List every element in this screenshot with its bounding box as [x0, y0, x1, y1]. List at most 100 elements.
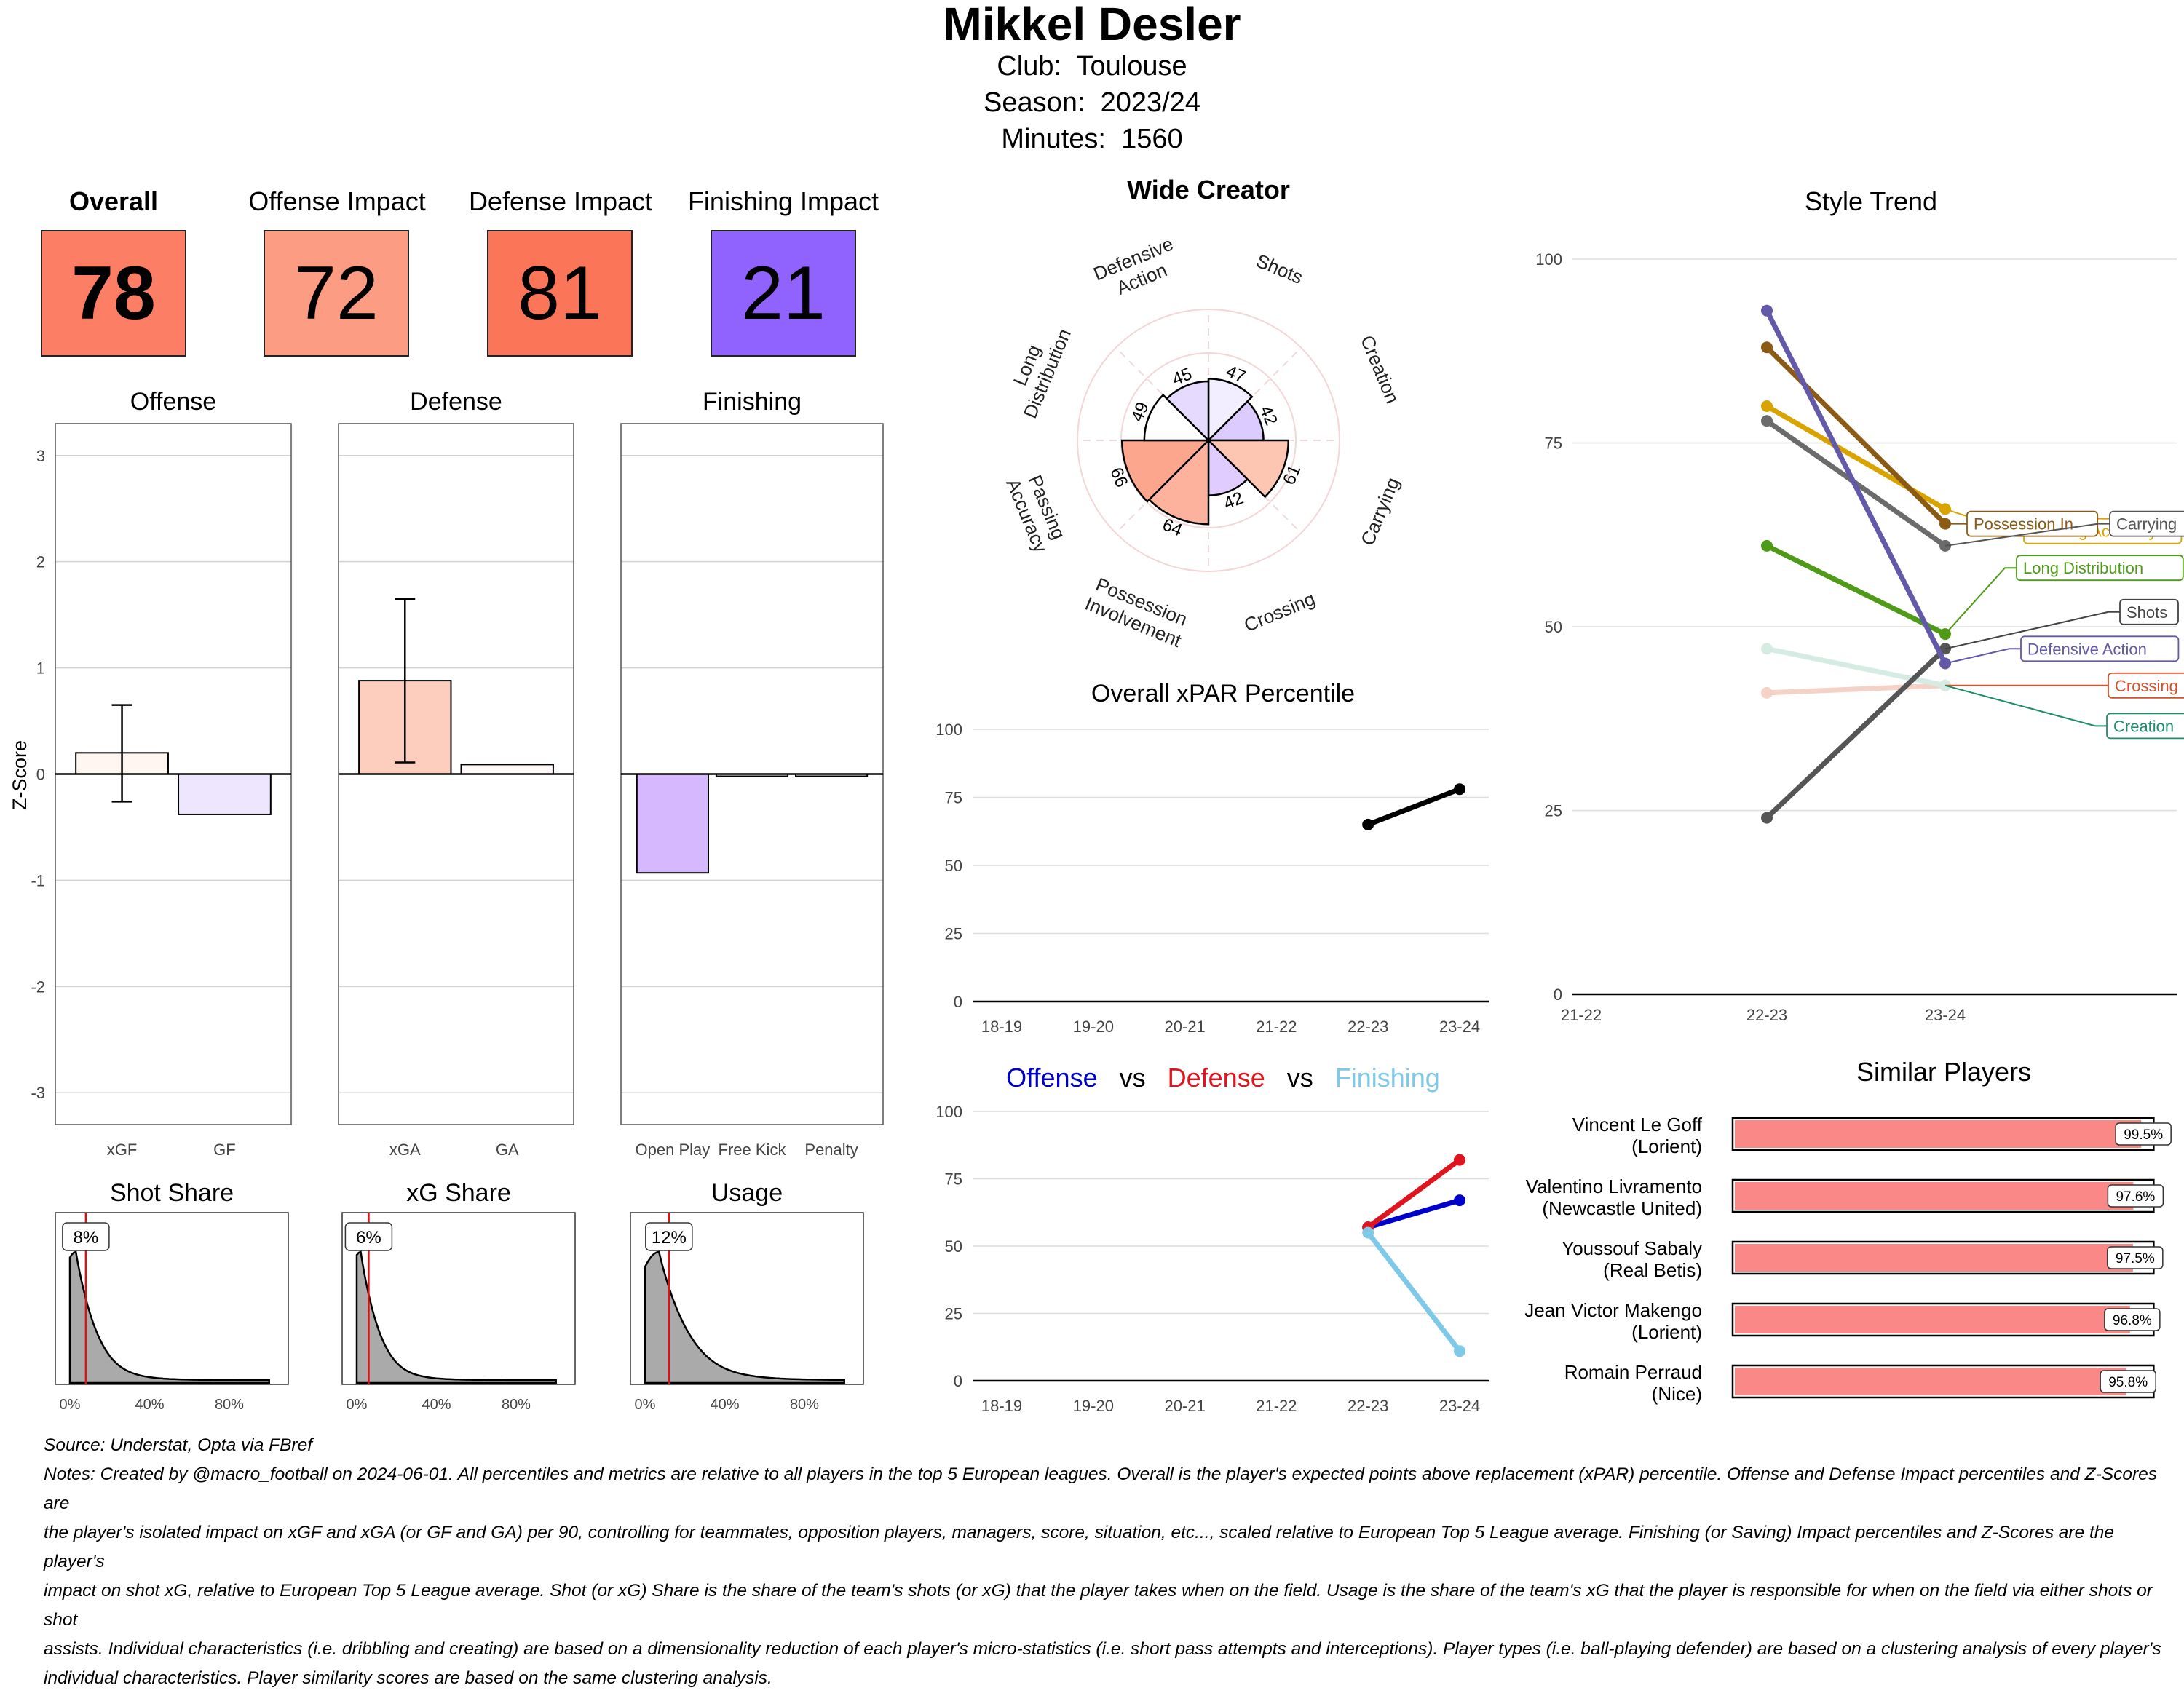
season-label: Season: [984, 87, 1085, 118]
marker-label-box [62, 1222, 110, 1251]
footer-note-line: assists. Individual characteristics (i.e… [44, 1639, 2161, 1659]
zscore-xtick-label: xGA [389, 1141, 421, 1159]
series-line [1765, 543, 1947, 637]
radar-wedge [1143, 393, 1211, 442]
radar-category-label: Crossing [1241, 587, 1318, 636]
zscore-ytick-group: -3 -2 -1 0 1 2 3 [31, 447, 45, 1102]
label-leader [1944, 611, 2120, 650]
similar-value-label: 96.8% [2113, 1313, 2152, 1328]
minutes-label: Minutes: [1001, 124, 1106, 154]
series-line [1366, 1157, 1462, 1229]
zscore-ytick-label: 3 [36, 447, 45, 465]
ytick-label: 50 [1545, 618, 1562, 636]
facet-offense: Offense xGF GF [55, 388, 292, 1159]
ytick-label: 75 [1545, 435, 1562, 453]
ytick-label: 100 [935, 1103, 962, 1121]
similar-value-box [2104, 1308, 2161, 1331]
series-label: Possession In [1974, 515, 2073, 534]
zscore-xtick-label: GA [496, 1141, 519, 1159]
zscore-xtick-label: Open Play [636, 1141, 711, 1159]
score-box-offense: 72 [264, 230, 409, 357]
share-title: Shot Share [110, 1179, 234, 1207]
series-label-box [2108, 672, 2184, 699]
similar-value-box [2115, 1122, 2172, 1146]
share-xtick-label: 40% [710, 1397, 739, 1413]
radar-category-label: Creation [1356, 332, 1404, 406]
similar-title: Similar Players [1856, 1057, 2032, 1087]
zscore-xtick-label: Penalty [804, 1141, 858, 1159]
ovdf-title-finishing: Finishing [1334, 1063, 1440, 1093]
series-label: Defensive Action [2027, 640, 2147, 658]
marker-label: 6% [356, 1228, 381, 1248]
series-point [1761, 341, 1773, 354]
ytick-label: 50 [945, 1237, 962, 1256]
similar-player-club: (Lorient) [1631, 1321, 1702, 1343]
similar-player-name: Romain Perraud [1564, 1361, 1702, 1383]
xtick-label: 21-22 [1561, 1006, 1602, 1024]
xtick-label: 18-19 [981, 1397, 1022, 1415]
similar-value-label: 99.5% [2124, 1127, 2163, 1143]
zscore-ytick-label: -2 [31, 978, 45, 996]
zscore-ytick-label: -1 [31, 871, 45, 889]
similar-bar [1735, 1120, 2142, 1148]
ovdf-title-vs-2: vs [1286, 1063, 1313, 1093]
similar-player-club: (Real Betis) [1603, 1259, 1702, 1281]
series-line [1366, 787, 1461, 828]
zscore-bar [178, 773, 272, 815]
label-leader [1944, 567, 2017, 635]
zscore-xtick-label: Free Kick [719, 1141, 787, 1159]
facet-title: Defense [410, 388, 502, 416]
marker-label: 12% [652, 1228, 687, 1248]
zscore-xtick-label: GF [213, 1141, 236, 1159]
ytick-label: 0 [954, 1372, 962, 1390]
zscore-bar [636, 773, 709, 874]
series-point [1761, 539, 1773, 552]
series-label: Crossing [2115, 677, 2178, 695]
zscore-ytick-label: 2 [36, 553, 45, 571]
score-label-defense: Defense Impact [468, 186, 653, 216]
series-line [1765, 646, 1947, 820]
series-label-box [2016, 555, 2184, 582]
series-point [1761, 643, 1773, 655]
minutes-value: 1560 [1121, 124, 1183, 154]
series-label-box [2020, 635, 2180, 662]
ovdf-title: Offense vs Defense vs Finishing [990, 1063, 1456, 1093]
similar-marks: Vincent Le Goff(Lorient)99.5%Valentino L… [1524, 1114, 2172, 1405]
ytick-label: 25 [945, 1305, 962, 1323]
ytick-label: 25 [945, 925, 962, 943]
xtick-label: 20-21 [1164, 1397, 1205, 1415]
share-xtick-label: 0% [347, 1397, 368, 1413]
xtick-label: 23-24 [1925, 1006, 1966, 1024]
ytick-label: 0 [1554, 986, 1562, 1004]
ovdf-title-vs-1: vs [1119, 1063, 1146, 1093]
series-line [1367, 1197, 1460, 1230]
similar-value-box [2100, 1370, 2156, 1393]
density-area [644, 1250, 845, 1384]
xtick-label: 22-23 [1348, 1397, 1388, 1415]
series-label: Shots [2126, 603, 2167, 622]
radar-spoke [1115, 347, 1209, 441]
radar-ring [1077, 309, 1340, 572]
similar-bar [1735, 1244, 2133, 1272]
series-point [1761, 304, 1773, 317]
ytick-label: 100 [935, 721, 962, 739]
similar-value-label: 97.6% [2116, 1189, 2155, 1205]
xpar-marks: 0 25 50 75 100 18-19 19-20 20-21 21-22 22-23 23-24 [935, 721, 1489, 1034]
footer-source: Source: Understat, Opta via FBref [44, 1435, 313, 1455]
series-label-box [2106, 713, 2184, 740]
series-label: Long Distribution [2023, 559, 2143, 577]
radar-wedge [1165, 380, 1210, 443]
density-area [68, 1250, 270, 1384]
series-line [1366, 1231, 1462, 1353]
similar-bar [1735, 1182, 2134, 1210]
footer-note-line: Notes: Created by @macro_football on 202… [44, 1464, 2158, 1513]
share-xtick-label: 40% [422, 1397, 451, 1413]
zscore-ytick-label: -3 [31, 1084, 45, 1102]
series-line [1766, 683, 1946, 696]
radar-category-label: Carrying [1356, 474, 1404, 548]
xtick-label: 19-20 [1073, 1397, 1114, 1415]
series-line [1766, 646, 1946, 689]
